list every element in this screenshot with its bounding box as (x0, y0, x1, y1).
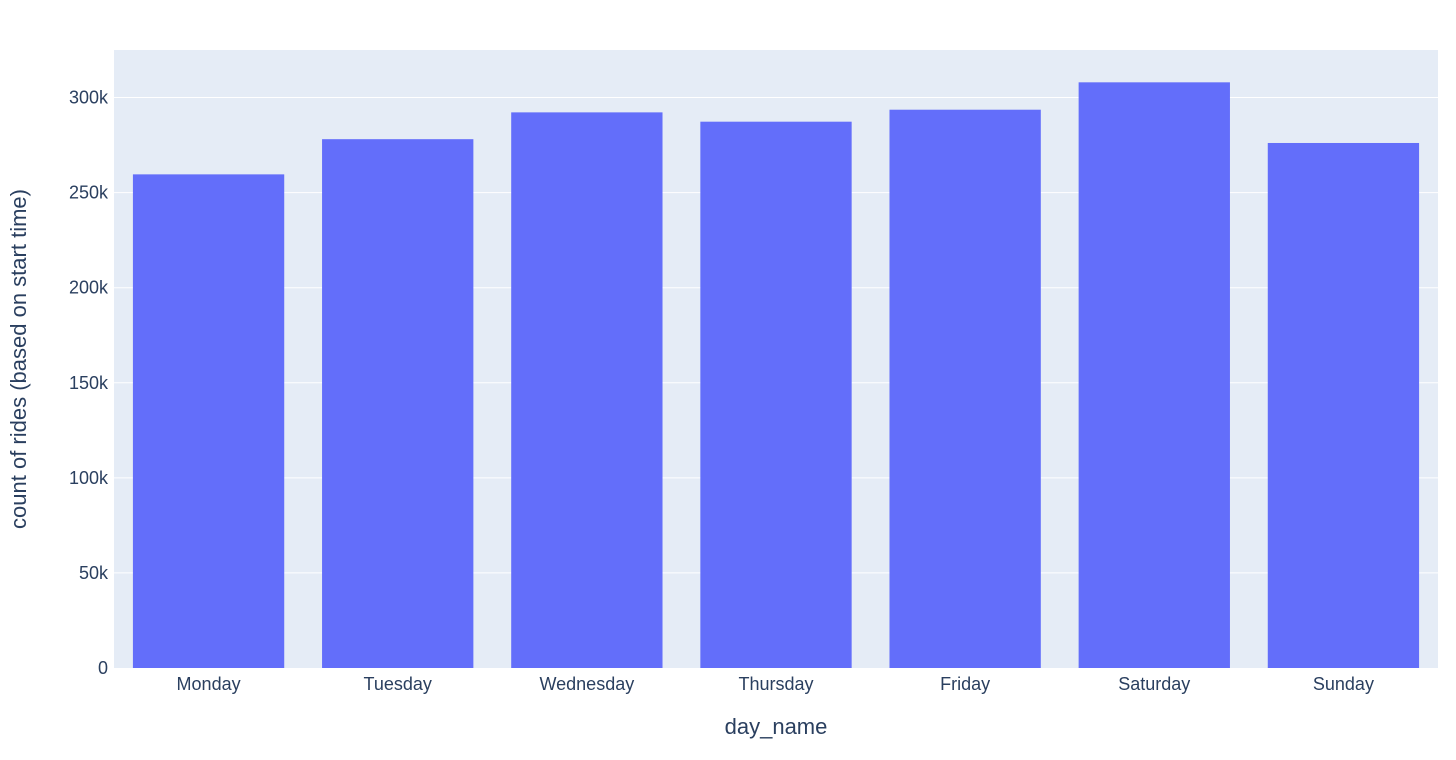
x-tick-label: Monday (177, 674, 241, 694)
y-tick-label: 200k (69, 278, 109, 298)
y-tick-label: 250k (69, 183, 109, 203)
y-tick-label: 300k (69, 88, 109, 108)
x-tick-label: Tuesday (364, 674, 432, 694)
x-tick-label: Sunday (1313, 674, 1374, 694)
x-tick-label: Thursday (738, 674, 813, 694)
bars (132, 82, 1420, 669)
y-tick-label: 0 (98, 658, 108, 678)
bar-tuesday[interactable] (322, 139, 474, 669)
x-tick-label: Wednesday (539, 674, 634, 694)
x-axis-title: day_name (725, 714, 828, 739)
bar-saturday[interactable] (1078, 82, 1230, 668)
y-tick-label: 100k (69, 468, 109, 488)
y-axis-title: count of rides (based on start time) (6, 189, 31, 529)
y-axis-ticks: 0 50k 100k 150k 200k 250k 300k (69, 88, 109, 678)
bar-wednesday[interactable] (511, 112, 663, 668)
bar-monday[interactable] (132, 174, 285, 669)
bar-thursday[interactable] (700, 121, 852, 669)
x-axis-ticks: Monday Tuesday Wednesday Thursday Friday Satu… (177, 674, 1374, 694)
y-tick-label: 150k (69, 373, 109, 393)
y-tick-label: 50k (79, 563, 109, 583)
bar-sunday[interactable] (1267, 142, 1420, 668)
x-tick-label: Friday (940, 674, 990, 694)
bar-friday[interactable] (889, 109, 1041, 668)
x-tick-label: Saturday (1118, 674, 1190, 694)
